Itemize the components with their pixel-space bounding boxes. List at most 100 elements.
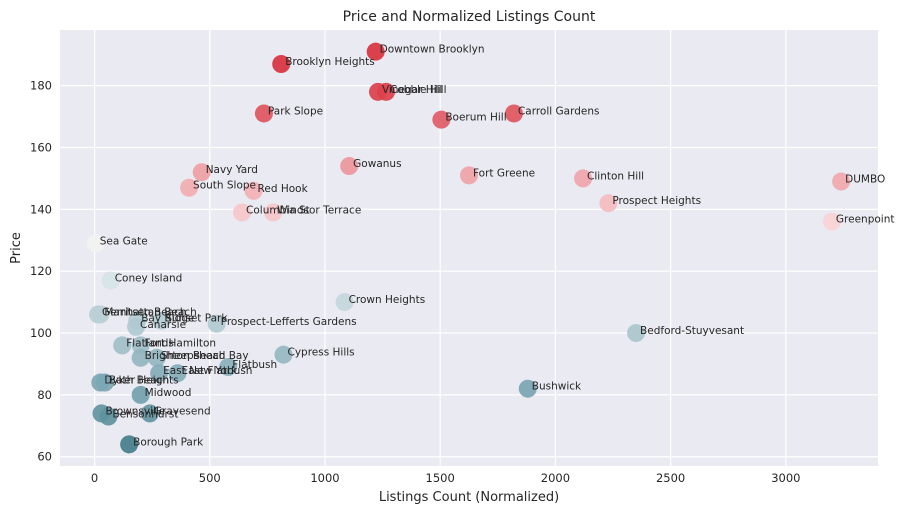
point-label: South Slope: [193, 180, 256, 192]
data-point: [101, 271, 120, 290]
point-label: Park Slope: [268, 105, 323, 117]
x-tick-label: 1000: [310, 471, 339, 485]
x-tick-label: 3000: [771, 471, 800, 485]
point-label: Bedford-Stuyvesant: [640, 325, 744, 337]
point-label: Fort Greene: [473, 167, 535, 179]
data-point: [340, 157, 359, 176]
plot-background: [60, 30, 878, 466]
data-point: [272, 55, 291, 74]
data-point: [377, 82, 396, 101]
data-point: [140, 404, 159, 423]
point-label: Cypress Hills: [288, 347, 355, 359]
point-label: Midwood: [145, 387, 192, 399]
data-point: [460, 166, 478, 185]
x-tick-label: 1500: [426, 471, 455, 485]
point-label: Sea Gate: [100, 235, 148, 247]
grid: [60, 30, 878, 466]
data-point: [574, 169, 593, 188]
data-point: [432, 110, 451, 129]
data-point: [366, 42, 385, 61]
point-label: Bay Ridge: [141, 313, 194, 325]
point-label: Brighton Beach: [145, 350, 226, 362]
data-points: [86, 42, 851, 454]
x-tick-label: 0: [91, 471, 98, 485]
point-label: Columbia St: [246, 204, 310, 216]
point-label: East New York: [163, 365, 238, 377]
point-label: Gerritsen Beach: [102, 306, 187, 318]
data-point: [244, 181, 263, 200]
point-label: Canarsie: [140, 319, 186, 331]
data-point: [131, 385, 150, 404]
data-point: [95, 373, 114, 392]
data-point: [822, 212, 841, 231]
data-point: [192, 163, 211, 182]
data-point: [86, 234, 105, 253]
data-point: [168, 364, 187, 383]
point-label: Sunset Park: [165, 313, 228, 325]
x-tick-labels: 0 500 1000 1500 2000 2500 3000: [91, 471, 801, 485]
y-tick-label: 140: [30, 202, 52, 216]
point-label: Brownsville: [105, 405, 165, 417]
data-point: [147, 348, 166, 367]
y-tick-label: 100: [30, 326, 52, 340]
data-point: [627, 324, 646, 343]
point-label: Carroll Gardens: [518, 105, 600, 117]
chart-title: Price and Normalized Listings Count: [343, 9, 596, 25]
point-label: Sheepshead Bay: [161, 350, 249, 362]
data-point: [180, 178, 199, 197]
data-point: [504, 104, 523, 123]
y-axis-label: Price: [9, 232, 24, 264]
y-tick-labels: 60 80 100 120 140 160 180: [30, 79, 52, 464]
point-label: Coney Island: [115, 272, 183, 284]
point-label: Flatbush: [232, 359, 277, 371]
point-label: Brooklyn Heights: [285, 56, 375, 68]
y-tick-label: 80: [37, 388, 52, 402]
y-tick-label: 180: [30, 79, 52, 93]
point-label: Fort Hamilton: [145, 337, 216, 349]
point-label: Prospect-Lefferts Gardens: [221, 316, 357, 328]
data-point: [152, 311, 171, 330]
point-label: East Flatbush: [182, 365, 253, 377]
x-tick-label: 2000: [541, 471, 570, 485]
data-point: [131, 348, 150, 367]
point-label: Windsor Terrace: [277, 204, 361, 216]
x-axis-label: Listings Count (Normalized): [379, 490, 559, 505]
y-tick-label: 160: [30, 141, 52, 155]
y-tick-label: 120: [30, 264, 52, 278]
point-label: Greenpoint: [836, 214, 895, 226]
data-point: [131, 336, 150, 355]
point-label: Flatlands: [126, 337, 174, 349]
point-label: Downtown Brooklyn: [380, 44, 485, 56]
point-label: Gravesend: [154, 405, 211, 417]
point-label: Dyker Heights: [104, 375, 178, 387]
point-label: Bath Beach: [109, 375, 169, 387]
data-point: [113, 336, 132, 355]
x-tick-label: 500: [199, 471, 221, 485]
y-tick-label: 60: [37, 450, 52, 464]
point-label: Clinton Hill: [587, 170, 644, 182]
data-point: [274, 345, 293, 364]
data-point: [233, 203, 252, 222]
point-labels: Downtown Brooklyn Brooklyn Heights Vinegar…: [100, 44, 895, 449]
data-point: [254, 104, 273, 123]
data-point: [91, 305, 110, 324]
point-label: Prospect Heights: [612, 195, 701, 207]
point-label: Crown Heights: [349, 294, 426, 306]
data-point: [832, 172, 851, 191]
data-point: [99, 407, 118, 426]
point-label: Bensonhurst: [112, 409, 178, 421]
data-point: [219, 358, 238, 377]
point-label: Bushwick: [532, 381, 582, 393]
data-point: [150, 364, 169, 383]
point-label: Navy Yard: [206, 164, 258, 176]
data-point: [207, 314, 226, 333]
data-point: [120, 435, 139, 454]
point-label: Borough Park: [133, 436, 204, 448]
x-tick-label: 2500: [656, 471, 685, 485]
data-point: [127, 317, 146, 336]
point-label: Vinegar Hill: [382, 84, 442, 96]
data-point: [518, 379, 537, 398]
data-point: [335, 293, 354, 312]
point-label: Cobble Hill: [390, 84, 446, 96]
